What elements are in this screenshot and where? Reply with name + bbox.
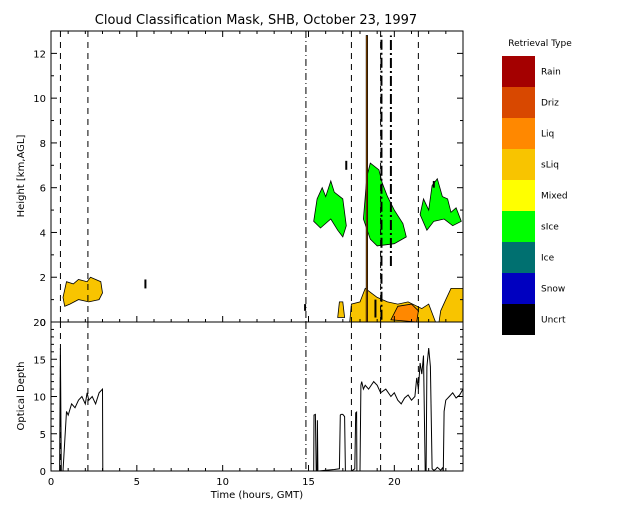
- legend-title: Retrieval Type: [508, 39, 572, 49]
- legend-label-liq: Liq: [541, 130, 554, 140]
- legend-swatch-liq: [502, 118, 535, 149]
- legend-label-uncrt: Uncrt: [541, 316, 566, 326]
- optical-depth-axis-label: Optical Depth: [16, 362, 27, 431]
- legend-swatch-ice: [502, 242, 535, 273]
- depth-tick-label-10: 10: [33, 393, 46, 404]
- legend-label-rain: Rain: [541, 68, 561, 78]
- legend-label-ice: Ice: [541, 254, 555, 264]
- optical-depth-frame: [50, 321, 464, 472]
- classification-mask-panel: 0 2 4 6 8 10 12 Height [km,AGL]: [16, 30, 464, 329]
- cloud-region-sliq-0: [62, 276, 103, 307]
- chart-title: Cloud Classification Mask, SHB, October …: [95, 13, 417, 28]
- legend-label-snow: Snow: [541, 285, 565, 295]
- legend-swatch-snow: [502, 273, 535, 304]
- time-axis-label: Time (hours, GMT): [210, 490, 304, 501]
- legend-swatch-sice: [502, 211, 535, 242]
- depth-tick-label-5: 5: [40, 430, 46, 441]
- time-tick-label-5: 5: [134, 477, 140, 488]
- optical-depth-line: [51, 348, 464, 472]
- time-tick-label-15: 15: [302, 477, 315, 488]
- depth-tick-label-20: 20: [33, 318, 46, 329]
- mask-plot-frame: [50, 30, 464, 323]
- depth-tick-label-15: 15: [33, 355, 46, 366]
- retrieval-type-legend: Retrieval Type Rain Driz Liq sLiq Mixed sIce I…: [502, 39, 572, 335]
- legend-label-sice: sIce: [541, 223, 559, 233]
- cloud-region-sice-2: [362, 162, 407, 247]
- time-tick-label-20: 20: [388, 477, 401, 488]
- legend-swatch-uncrt: [502, 304, 535, 335]
- height-tick-label-4: 4: [40, 228, 46, 239]
- height-tick-label-0: 0: [40, 318, 46, 329]
- legend-label-sliq: sLiq: [541, 161, 559, 171]
- legend-label-driz: Driz: [541, 99, 559, 109]
- cloud-region-sliq-7: [337, 301, 346, 318]
- height-tick-label-12: 12: [33, 49, 46, 60]
- legend-label-mixed: Mixed: [541, 192, 568, 202]
- legend-swatch-mixed: [502, 180, 535, 211]
- time-tick-label-0: 0: [48, 477, 54, 488]
- legend-swatch-sliq: [502, 149, 535, 180]
- height-axis-ticks: 0 2 4 6 8 10 12: [33, 31, 464, 329]
- height-tick-label-8: 8: [40, 139, 46, 150]
- height-axis-label: Height [km,AGL]: [16, 135, 27, 218]
- height-tick-label-2: 2: [40, 273, 46, 284]
- time-tick-label-10: 10: [216, 477, 229, 488]
- cloud-region-sliq-5: [438, 287, 464, 323]
- classification-mask-plot: [59, 31, 464, 323]
- cloud-region-sice-3: [419, 177, 462, 231]
- legend-swatch-rain: [502, 56, 535, 87]
- height-tick-label-6: 6: [40, 184, 46, 195]
- depth-tick-label-0: 0: [40, 467, 46, 478]
- legend-swatch-driz: [502, 87, 535, 118]
- cloud-region-sice-1: [313, 179, 347, 238]
- height-tick-label-10: 10: [33, 94, 46, 105]
- cloud-region-liq-8: [365, 35, 369, 323]
- optical-depth-plot: [51, 322, 464, 472]
